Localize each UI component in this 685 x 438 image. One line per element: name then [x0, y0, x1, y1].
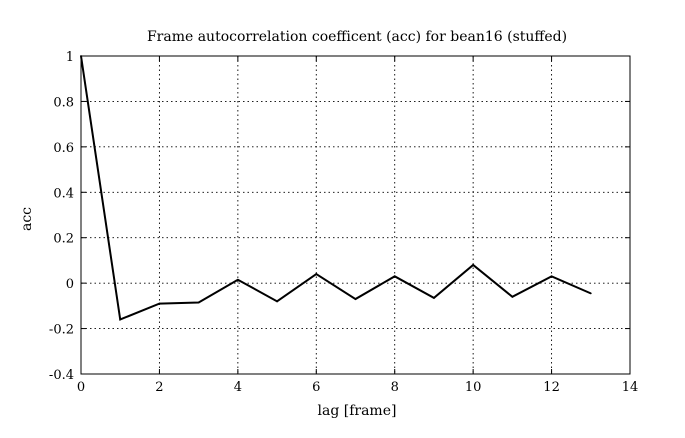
data-point — [393, 275, 396, 278]
grid — [81, 56, 630, 374]
data-point — [197, 301, 200, 304]
data-point — [511, 295, 514, 298]
x-tick-label: 8 — [391, 380, 399, 395]
y-tick-label: 0 — [66, 277, 74, 292]
data-point — [276, 300, 278, 303]
y-tick-label: -0.4 — [49, 368, 74, 383]
y-tick-label: 1 — [66, 50, 74, 65]
data-point — [236, 278, 239, 281]
data-point — [119, 318, 122, 321]
data-point — [80, 55, 82, 57]
series-line — [80, 55, 592, 321]
series-layer — [80, 55, 592, 321]
y-tick-label: -0.2 — [49, 323, 74, 338]
plot-frame — [80, 55, 631, 375]
y-tick-label: 0.2 — [53, 232, 74, 247]
y-axis-title: acc — [19, 207, 35, 231]
x-tick-label: 14 — [622, 380, 639, 395]
x-tick-label: 10 — [465, 380, 482, 395]
y-tick-label: 0.4 — [53, 186, 74, 201]
x-axis-title: lag [frame] — [318, 403, 397, 419]
data-point — [433, 297, 435, 299]
data-point — [315, 273, 318, 275]
y-tick-label: 0.8 — [53, 95, 74, 110]
x-tick-label: 4 — [234, 380, 242, 395]
data-point — [589, 292, 592, 295]
x-tick-label: 2 — [155, 380, 163, 395]
axis-ticks — [80, 55, 631, 375]
x-tick-label: 6 — [312, 380, 320, 395]
y-tick-label: 0.6 — [53, 141, 74, 156]
data-point — [550, 275, 553, 278]
x-tick-label: 12 — [543, 380, 560, 395]
chart-title: Frame autocorrelation coefficent (acc) f… — [147, 29, 567, 45]
data-point — [472, 264, 475, 266]
data-point — [158, 302, 161, 305]
tick-labels: 0 2 4 6 8 10 12 14 -0.4 -0.2 0 0.2 0.4 0.6 0.8 1 — [49, 50, 638, 395]
data-point — [354, 298, 357, 300]
x-tick-label: 0 — [77, 380, 85, 395]
